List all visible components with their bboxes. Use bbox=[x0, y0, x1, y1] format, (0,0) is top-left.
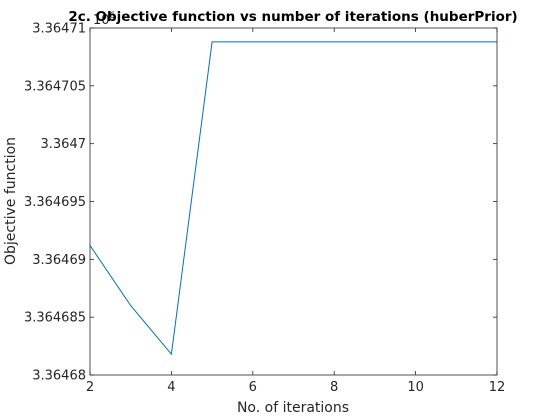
ticks-layer: 2 4 6 8 10 12 3.36468 3.364685 3.36469 3.364695 3.… bbox=[24, 22, 505, 396]
y-tick-label: 3.3647 bbox=[41, 137, 87, 152]
series-line bbox=[89, 41, 497, 356]
y-exponent-multiplier: 106 bbox=[93, 11, 116, 28]
y-axis-label: Objective function bbox=[3, 137, 19, 265]
y-tick-label: 3.36468 bbox=[32, 369, 86, 384]
y-tick-label: 3.36469 bbox=[32, 253, 86, 268]
series-layer bbox=[89, 41, 497, 356]
x-axis-label: No. of iterations bbox=[237, 400, 349, 416]
x-tick-label: 6 bbox=[249, 380, 257, 395]
x-tick-label: 2 bbox=[86, 380, 94, 395]
axes-box bbox=[89, 27, 498, 376]
x-tick-label: 10 bbox=[407, 380, 424, 395]
chart-title: 2c. Objective function vs number of iter… bbox=[68, 9, 517, 25]
y-tick-label: 3.364695 bbox=[24, 195, 86, 210]
y-tick-label: 3.36471 bbox=[32, 22, 86, 37]
x-tick-label: 8 bbox=[330, 380, 338, 395]
x-tick-label: 12 bbox=[489, 380, 506, 395]
x-tick-label: 4 bbox=[167, 380, 175, 395]
plot-area bbox=[90, 28, 497, 375]
y-tick-label: 3.364685 bbox=[24, 311, 86, 326]
y-tick-label: 3.364705 bbox=[24, 79, 86, 94]
